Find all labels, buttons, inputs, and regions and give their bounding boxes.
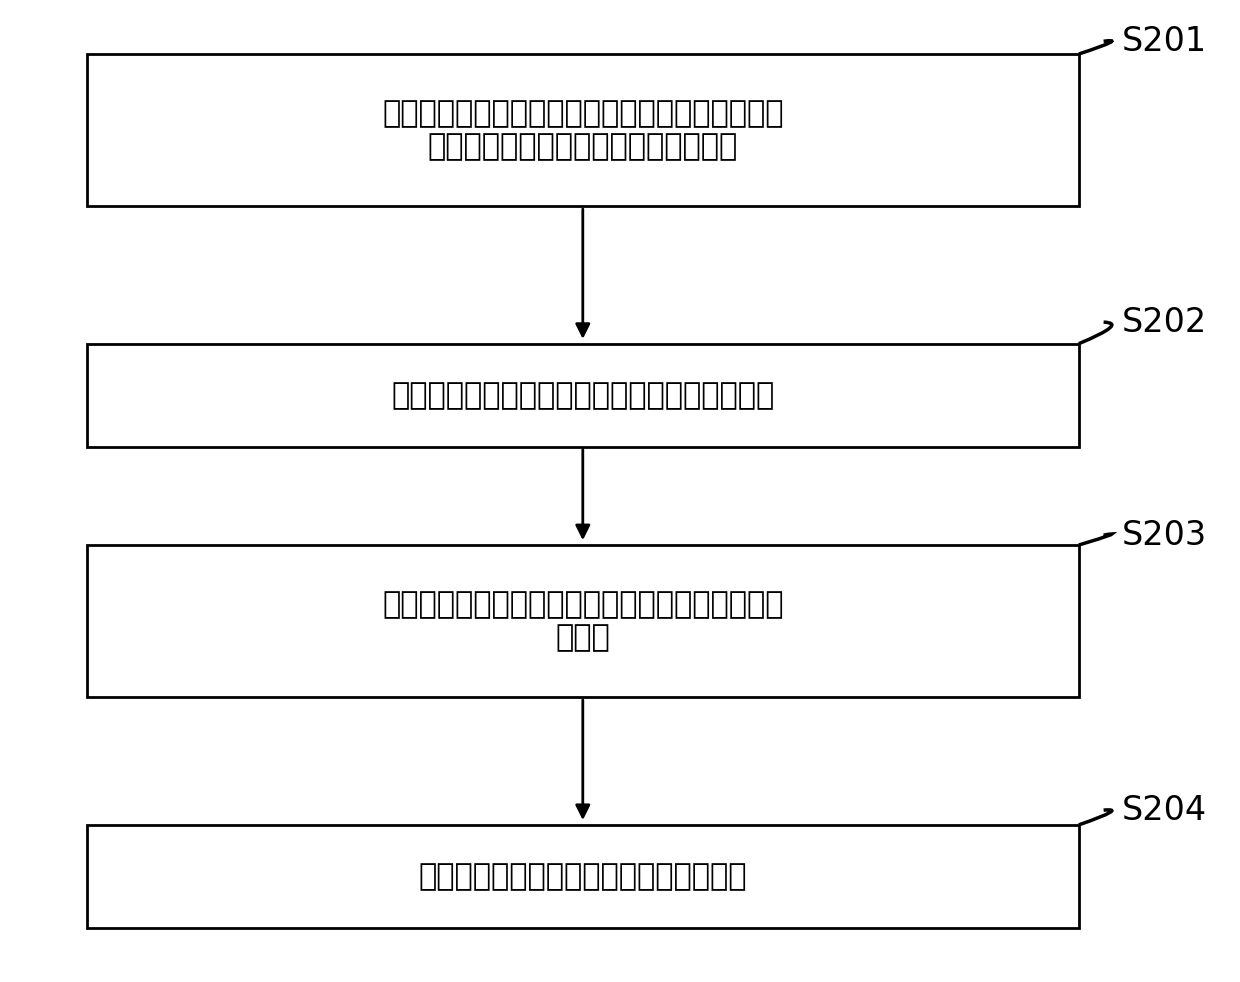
Text: 以初始轮廓点集中的一个预设轮廓点为起点，依次
获取初始轮廓点集中的相邻两个轮廓点: 以初始轮廓点集中的一个预设轮廓点为起点，依次 获取初始轮廓点集中的相邻两个轮廓点 xyxy=(382,99,784,161)
Bar xyxy=(87,545,1079,697)
Text: S204: S204 xyxy=(1122,793,1208,827)
Bar xyxy=(87,54,1079,206)
Text: 依次填充相邻两个轮廓点之间的矩形区域，得到粗
轮廓线: 依次填充相邻两个轮廓点之间的矩形区域，得到粗 轮廓线 xyxy=(382,590,784,652)
Bar xyxy=(87,344,1079,447)
Text: 以相邻两个轮廓点作为对角顶点，获取矩形区域: 以相邻两个轮廓点作为对角顶点，获取矩形区域 xyxy=(391,381,775,409)
Bar xyxy=(87,825,1079,928)
Text: S201: S201 xyxy=(1122,25,1208,58)
Text: S203: S203 xyxy=(1122,518,1208,552)
Text: 基于将粗轮廓线细化为所述单像素轮廓线: 基于将粗轮廓线细化为所述单像素轮廓线 xyxy=(419,862,746,891)
Text: S202: S202 xyxy=(1122,305,1208,339)
